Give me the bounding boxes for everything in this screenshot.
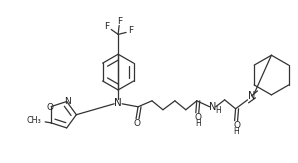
Text: O: O (134, 119, 141, 128)
Text: N: N (64, 97, 71, 106)
Text: N: N (209, 102, 216, 112)
Text: H: H (234, 127, 240, 136)
Text: O: O (194, 113, 201, 122)
Text: CH₃: CH₃ (27, 116, 41, 125)
Text: F: F (118, 17, 123, 26)
Text: O: O (233, 121, 240, 130)
Text: N: N (114, 98, 122, 108)
Text: F: F (128, 26, 134, 35)
Text: H: H (195, 119, 201, 128)
Text: O: O (46, 103, 54, 112)
Text: F: F (104, 22, 109, 31)
Text: N: N (248, 91, 255, 101)
Text: H: H (215, 106, 221, 115)
